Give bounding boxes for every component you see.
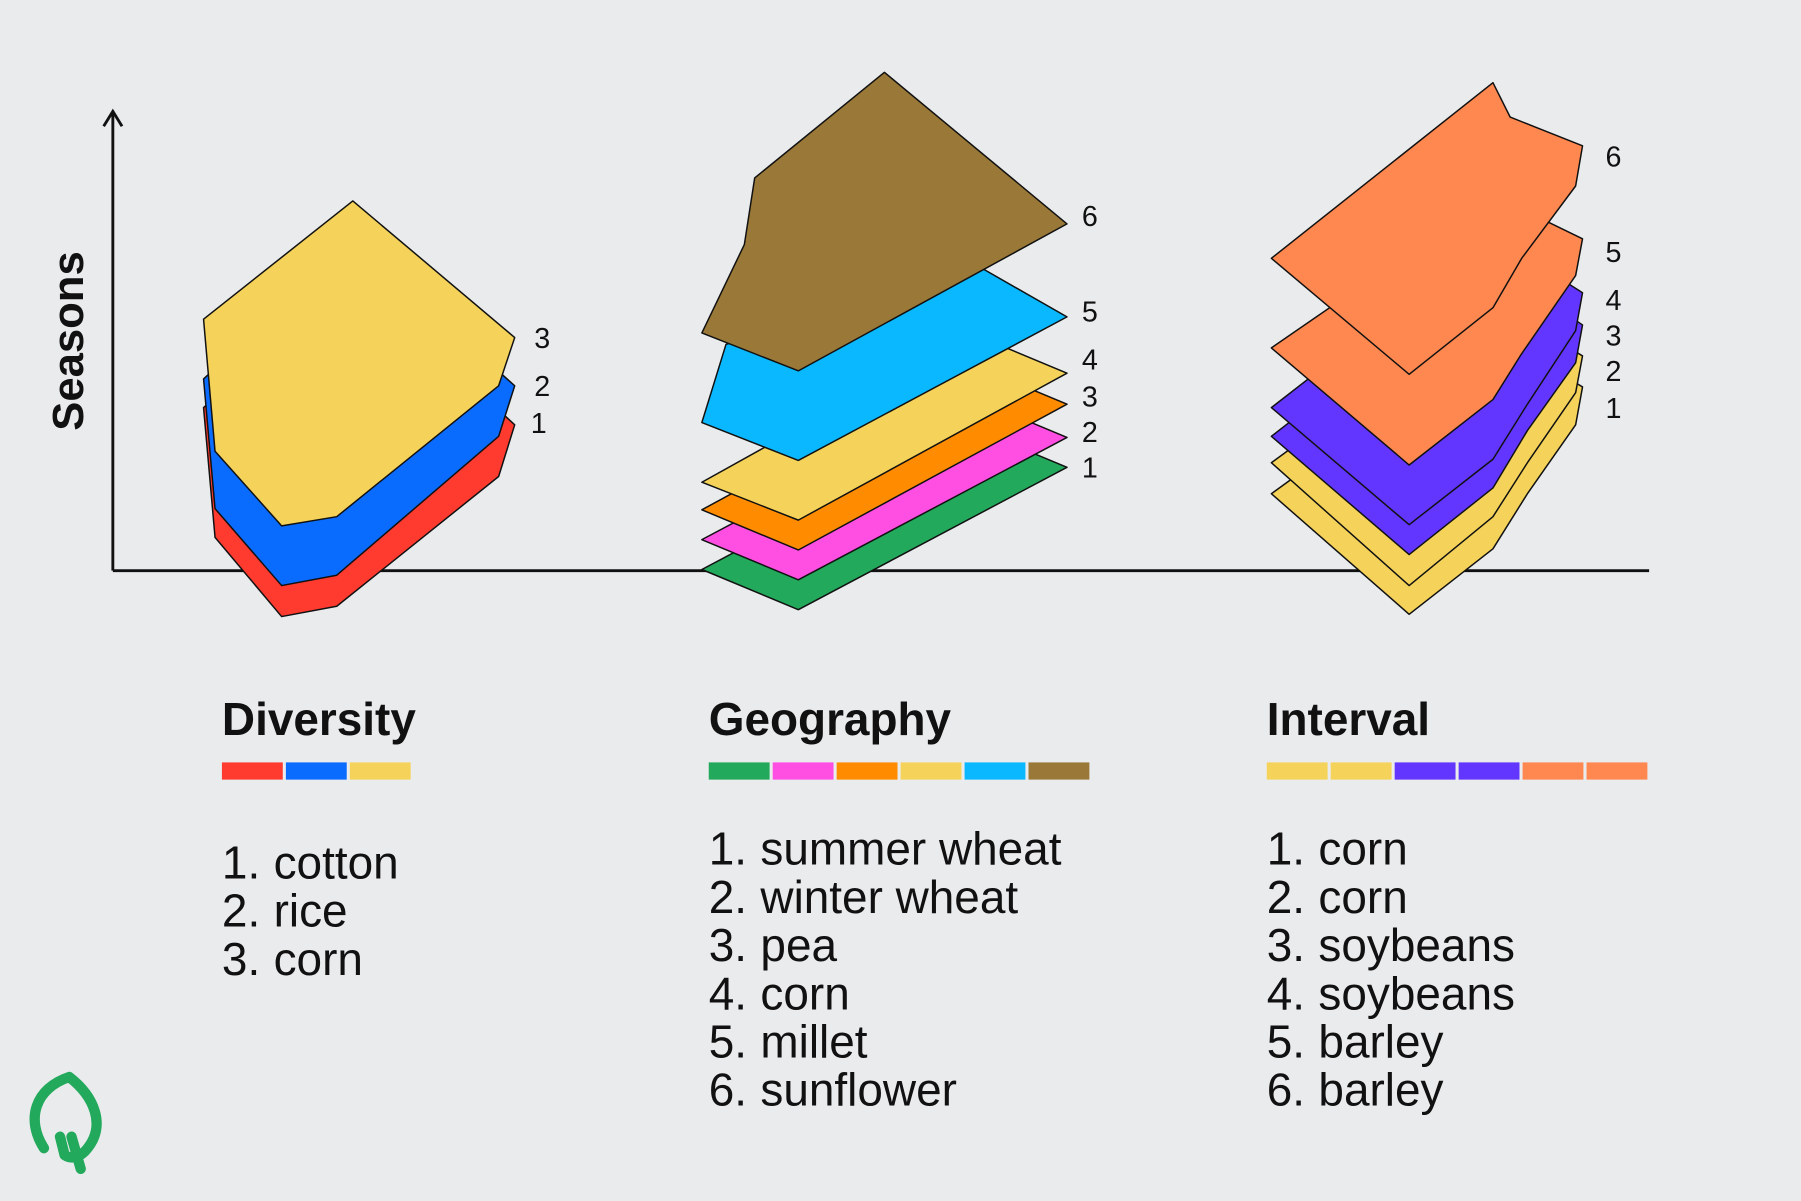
color-swatch [285, 762, 347, 780]
list-number: 5. [709, 1015, 747, 1067]
list-item: rice [274, 885, 348, 937]
layer-number: 3 [534, 323, 550, 355]
list-number: 3. [709, 919, 747, 971]
list-item: corn [274, 933, 363, 985]
color-swatch [900, 762, 962, 780]
list-number: 2. [1267, 871, 1305, 923]
layer-number: 4 [1605, 285, 1621, 317]
logo [29, 1071, 102, 1175]
list-item: winter wheat [759, 871, 1018, 923]
layer-number: 2 [534, 371, 550, 403]
list-number: 1. [709, 823, 747, 875]
color-swatch [836, 762, 898, 780]
color-swatch [1028, 762, 1090, 780]
color-swatch [1522, 762, 1584, 780]
list-item: barley [1318, 1064, 1443, 1116]
layer-number: 5 [1605, 237, 1621, 269]
layer [202, 200, 516, 527]
list-number: 4. [709, 967, 747, 1019]
color-swatch [772, 762, 834, 780]
layer [701, 71, 1068, 372]
layer-number: 3 [1605, 321, 1621, 353]
group-title: Geography [709, 693, 952, 745]
layer-number: 1 [531, 408, 547, 440]
list-item: millet [760, 1015, 867, 1067]
layer-number: 3 [1082, 381, 1098, 413]
layer-number: 2 [1082, 417, 1098, 449]
list-item: soybeans [1318, 967, 1515, 1019]
color-swatch [221, 762, 283, 780]
list-item: cotton [274, 836, 399, 888]
color-swatch [1330, 762, 1392, 780]
color-swatch [349, 762, 411, 780]
color-swatch [1586, 762, 1648, 780]
list-number: 3. [1267, 919, 1305, 971]
axis-arrow [102, 108, 124, 128]
layer [701, 261, 1068, 462]
list-number: 2. [222, 885, 260, 937]
list-number: 6. [1267, 1064, 1305, 1116]
layer-number: 1 [1605, 393, 1621, 425]
list-item: pea [760, 919, 837, 971]
layer-number: 6 [1605, 141, 1621, 173]
list-number: 3. [222, 933, 260, 985]
layer-number: 6 [1082, 201, 1098, 233]
list-number: 4. [1267, 967, 1305, 1019]
list-item: soybeans [1318, 919, 1515, 971]
list-number: 5. [1267, 1015, 1305, 1067]
list-number: 1. [1267, 823, 1305, 875]
color-swatch [964, 762, 1026, 780]
layer-number: 1 [1082, 453, 1098, 485]
layer [1270, 81, 1584, 376]
list-item: corn [1318, 823, 1407, 875]
list-number: 2. [709, 871, 747, 923]
list-item: barley [1318, 1015, 1443, 1067]
list-item: sunflower [760, 1064, 956, 1116]
color-swatch [1266, 762, 1328, 780]
color-swatch [708, 762, 770, 780]
list-item: summer wheat [760, 823, 1061, 875]
list-item: corn [760, 967, 849, 1019]
layer-number: 2 [1605, 356, 1621, 388]
layer-number: 5 [1082, 296, 1098, 328]
list-number: 6. [709, 1064, 747, 1116]
list-item: corn [1318, 871, 1407, 923]
group-title: Diversity [222, 693, 416, 745]
color-swatch [1394, 762, 1456, 780]
color-swatch [1458, 762, 1520, 780]
axis-label: Seasons [45, 251, 93, 430]
group-title: Interval [1267, 693, 1430, 745]
list-number: 1. [222, 836, 260, 888]
layer-number: 4 [1082, 345, 1098, 377]
